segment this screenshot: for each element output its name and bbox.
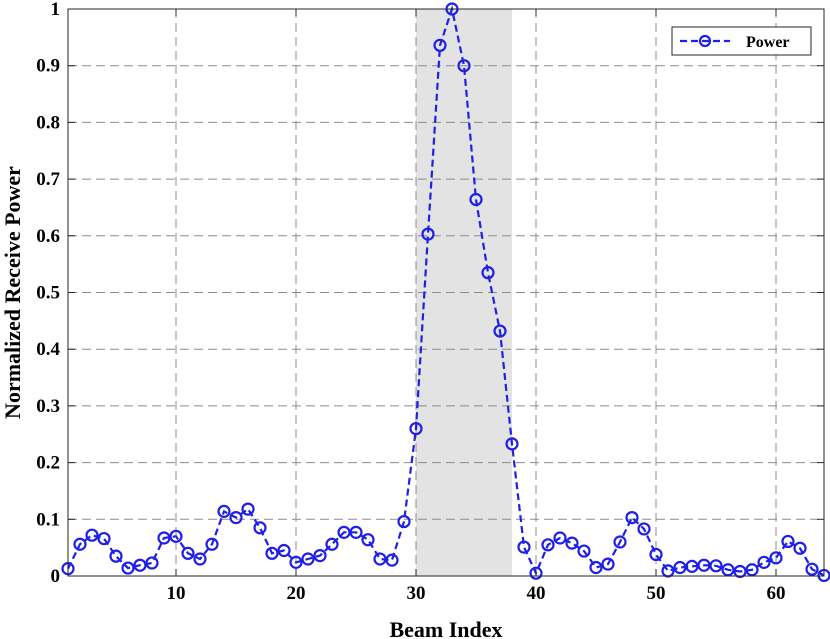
data-point-12 (193, 552, 207, 566)
y-tick-label-0: 0 (51, 566, 61, 587)
x-tick-label-20: 20 (287, 583, 306, 604)
data-point-13 (205, 537, 219, 551)
x-tick-label-60: 60 (767, 583, 786, 604)
y-axis-title: Normalized Receive Power (0, 166, 25, 419)
data-point-61 (781, 534, 795, 549)
data-point-36 (481, 266, 495, 280)
data-point-63 (805, 562, 819, 576)
data-point-8 (145, 556, 159, 570)
data-point-22 (313, 548, 327, 563)
data-point-20 (289, 555, 303, 569)
data-point-26 (361, 533, 375, 547)
data-point-29 (397, 514, 411, 529)
legend-label-power: Power (746, 34, 790, 51)
data-point-10 (169, 529, 183, 543)
data-point-23 (325, 537, 339, 551)
y-tick-label-10: 1 (51, 0, 61, 20)
data-point-4 (97, 531, 111, 546)
data-point-41 (541, 538, 555, 552)
x-tick-label-30: 30 (407, 583, 426, 604)
data-point-57 (733, 564, 747, 579)
data-point-11 (181, 546, 195, 560)
x-tick-label-40: 40 (527, 583, 546, 604)
y-tick-label-8: 0.8 (36, 112, 60, 133)
y-tick-label-6: 0.6 (36, 226, 60, 247)
data-point-16 (241, 502, 255, 516)
y-tick-label-5: 0.5 (36, 283, 60, 304)
data-point-48 (625, 510, 639, 525)
data-point-35 (469, 192, 483, 207)
data-point-3 (85, 528, 99, 542)
data-point-50 (649, 547, 663, 562)
y-tick-label-3: 0.3 (36, 396, 60, 417)
x-tick-label-50: 50 (647, 583, 666, 604)
x-tick-label-10: 10 (167, 583, 186, 604)
data-point-38 (505, 437, 519, 451)
data-point-37 (493, 324, 507, 338)
data-point-47 (613, 535, 627, 549)
data-point-32 (433, 38, 447, 52)
data-point-21 (301, 552, 315, 566)
tick-labels: 10 20 30 40 50 60 0 0.1 0.2 0.3 0.4 0.5 0.6 0.7 0.8 0.9… (36, 0, 824, 604)
data-point-7 (133, 558, 147, 572)
y-tick-label-9: 0.9 (36, 56, 60, 77)
data-point-39 (517, 540, 531, 554)
legend: Power (671, 26, 812, 56)
y-tick-label-7: 0.7 (36, 169, 60, 190)
data-point-6 (121, 561, 135, 575)
data-point-19 (277, 543, 291, 558)
legend-marker-icon (698, 34, 712, 48)
data-point-46 (601, 557, 615, 571)
data-point-55 (709, 559, 723, 573)
y-tick-label-4: 0.4 (36, 339, 60, 360)
data-point-34 (457, 59, 471, 73)
x-axis-title: Beam Index (389, 617, 502, 639)
grid (68, 9, 824, 576)
data-point-56 (721, 563, 735, 577)
data-point-2 (73, 537, 87, 551)
data-point-30 (409, 421, 423, 436)
data-point-25 (349, 525, 363, 539)
data-point-9 (157, 531, 171, 545)
data-point-40 (529, 566, 543, 580)
data-point-31 (421, 227, 435, 241)
data-point-5 (109, 549, 123, 563)
data-point-18 (265, 546, 279, 560)
data-point-45 (589, 560, 603, 575)
data-point-28 (385, 553, 399, 567)
data-point-49 (637, 522, 651, 536)
data-point-15 (229, 510, 243, 525)
data-point-43 (565, 536, 579, 550)
data-point-58 (745, 563, 759, 577)
data-point-62 (793, 541, 807, 555)
data-point-60 (769, 551, 783, 565)
y-tick-label-1: 0.1 (36, 509, 60, 530)
data-point-42 (553, 531, 567, 545)
data-point-14 (217, 504, 231, 518)
y-tick-label-2: 0.2 (36, 453, 60, 474)
data-point-44 (577, 544, 591, 558)
data-point-59 (757, 555, 771, 569)
data-point-17 (253, 521, 267, 535)
